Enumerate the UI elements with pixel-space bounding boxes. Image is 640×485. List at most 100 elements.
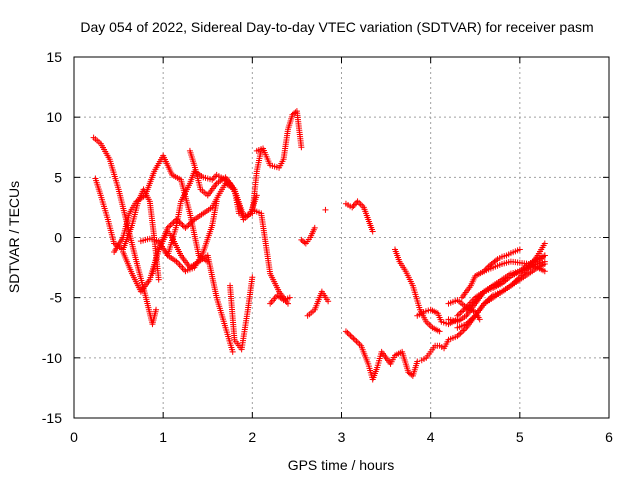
data-point xyxy=(350,202,357,209)
data-point xyxy=(249,274,256,281)
series-arc-j xyxy=(249,206,291,307)
y-tick-label: -5 xyxy=(50,290,63,306)
series-arc-t xyxy=(418,240,548,364)
data-point xyxy=(342,328,349,335)
series-arc-n xyxy=(304,288,332,319)
data-point xyxy=(285,300,291,307)
data-point xyxy=(345,331,352,338)
data-point xyxy=(541,252,548,259)
data-point xyxy=(322,206,329,213)
y-tick-label: 5 xyxy=(54,169,62,185)
x-tick-label: 0 xyxy=(70,429,78,445)
series-arc-i xyxy=(253,108,305,171)
data-point xyxy=(311,224,318,231)
series-arc-r xyxy=(392,246,443,335)
data-point xyxy=(460,327,467,334)
data-point xyxy=(424,320,431,327)
plot-frame xyxy=(73,56,610,419)
data-point xyxy=(464,305,471,312)
data-point xyxy=(454,312,461,319)
data-point xyxy=(414,358,421,365)
y-tick-label: 10 xyxy=(46,109,62,125)
data-point xyxy=(351,336,358,343)
data-point xyxy=(541,240,548,247)
data-point xyxy=(454,333,461,340)
data-point xyxy=(155,276,162,283)
x-tick-label: 5 xyxy=(516,429,524,445)
data-point xyxy=(356,199,363,206)
data-point xyxy=(185,222,192,229)
data-point xyxy=(298,144,305,151)
data-point xyxy=(470,299,477,306)
data-point xyxy=(467,316,474,323)
data-point xyxy=(325,298,332,305)
data-point xyxy=(466,303,473,310)
data-point xyxy=(166,223,173,230)
data-point xyxy=(466,318,473,325)
data-point xyxy=(229,348,236,355)
x-tick-label: 6 xyxy=(605,429,613,445)
data-point xyxy=(464,319,471,326)
data-point xyxy=(458,328,465,335)
x-tick-label: 1 xyxy=(159,429,167,445)
data-point xyxy=(182,224,189,231)
y-tick-label: 15 xyxy=(46,49,62,65)
data-point xyxy=(469,315,476,322)
data-point xyxy=(186,220,193,227)
data-point xyxy=(455,331,462,338)
x-tick-label: 3 xyxy=(338,429,346,445)
data-point xyxy=(189,217,196,224)
data-point xyxy=(164,224,171,231)
series-arc-b xyxy=(92,175,162,283)
data-point xyxy=(516,246,523,253)
data-point xyxy=(458,308,465,315)
data-point xyxy=(436,328,443,335)
y-axis-label: SDTVAR / TECUs xyxy=(6,181,22,293)
data-point xyxy=(357,201,364,208)
data-point xyxy=(541,260,548,267)
data-points xyxy=(90,108,548,383)
data-point xyxy=(426,321,433,328)
series-arc-l xyxy=(267,292,293,307)
y-tick-label: 0 xyxy=(54,230,62,246)
data-point xyxy=(461,326,468,333)
data-point xyxy=(463,321,470,328)
data-point xyxy=(455,311,462,318)
y-tick-label: -15 xyxy=(42,410,62,426)
x-tick-label: 4 xyxy=(427,429,435,445)
series-arc-z xyxy=(463,252,548,313)
series-arc-q xyxy=(342,328,421,383)
x-axis-label: GPS time / hours xyxy=(288,457,395,473)
data-point xyxy=(347,332,354,339)
data-point xyxy=(179,222,186,229)
x-tick-label: 2 xyxy=(248,429,256,445)
data-point xyxy=(541,268,548,275)
data-point xyxy=(348,333,355,340)
series-arc-o xyxy=(322,206,329,213)
grid xyxy=(74,57,609,418)
series-arc-p xyxy=(342,198,376,235)
data-point xyxy=(183,223,190,230)
axis-ticks: 0 1 2 3 4 5 6 -15 -10 -5 0 5 10 15 xyxy=(42,49,613,445)
y-tick-label: -10 xyxy=(42,350,62,366)
chart-title: Day 054 of 2022, Sidereal Day-to-day VTE… xyxy=(80,19,593,35)
data-point xyxy=(457,330,464,337)
data-point xyxy=(493,257,500,264)
series-arc-k xyxy=(227,274,256,353)
data-point xyxy=(286,294,293,301)
data-point xyxy=(301,239,308,246)
data-point xyxy=(353,338,360,345)
data-point xyxy=(469,301,476,308)
data-point xyxy=(369,228,376,235)
data-point xyxy=(170,219,177,226)
data-point xyxy=(167,222,174,229)
data-point xyxy=(354,198,361,205)
data-point xyxy=(188,219,195,226)
series-arc-za xyxy=(481,246,523,275)
data-point xyxy=(463,306,470,313)
data-point xyxy=(476,316,483,323)
data-point xyxy=(457,309,464,316)
series-arc-m xyxy=(298,224,318,247)
